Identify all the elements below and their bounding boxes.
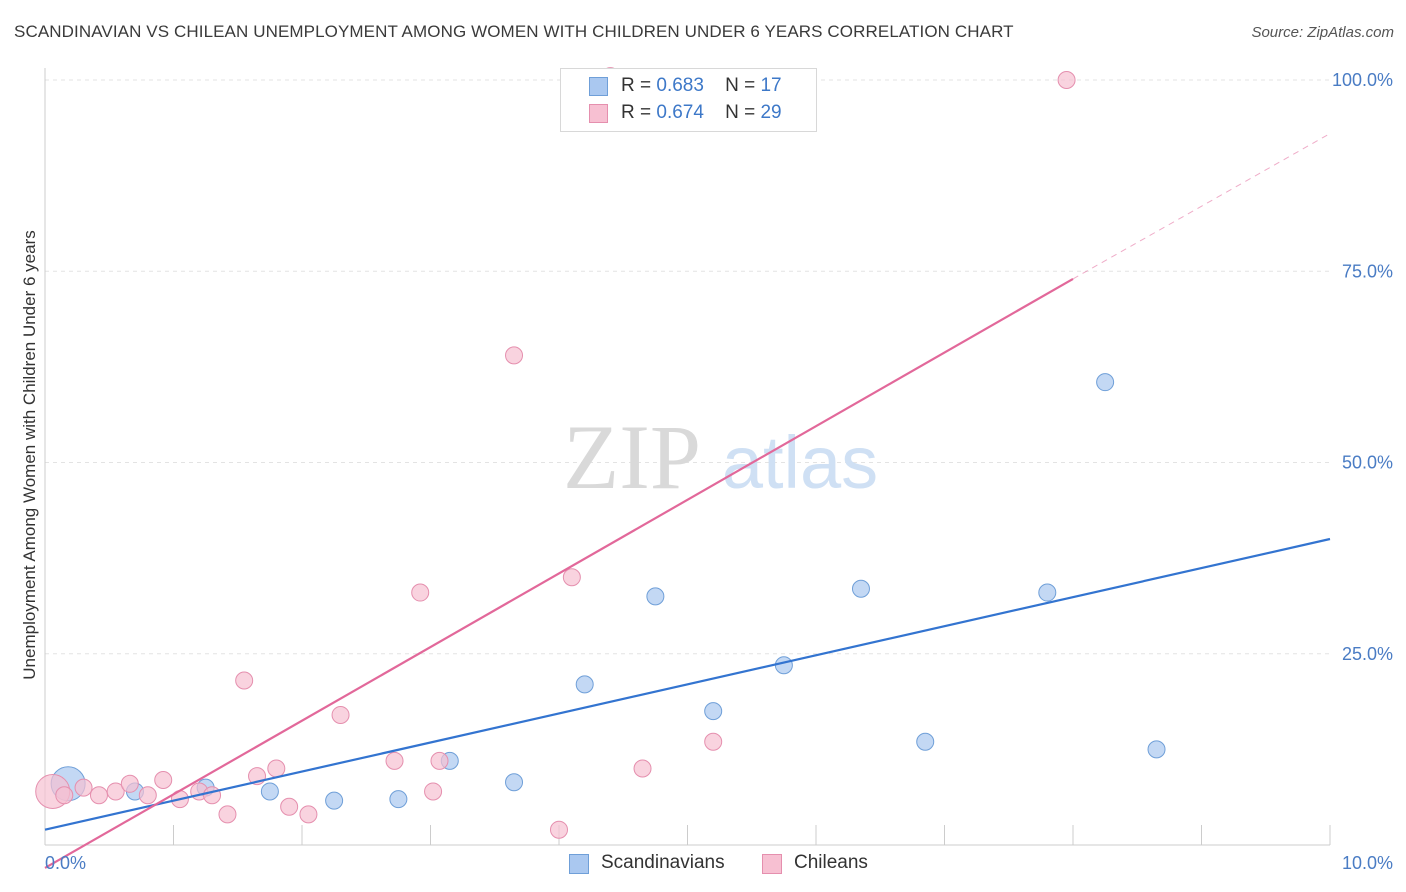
n-value: 17	[760, 75, 782, 96]
x-tick-label: 0.0%	[45, 853, 86, 873]
chileans-point	[505, 346, 524, 365]
chileans-trend-line	[44, 277, 1074, 869]
chart-title: SCANDINAVIAN VS CHILEAN UNEMPLOYMENT AMO…	[14, 22, 1014, 41]
chileans-point	[411, 583, 430, 602]
scandinavians-point	[1038, 583, 1057, 602]
n-value: 29	[760, 102, 782, 123]
y-tick-label: 25.0%	[1342, 644, 1393, 664]
r-label: R =	[621, 75, 652, 96]
chileans-point	[633, 759, 652, 778]
n-label: N =	[725, 102, 756, 123]
scandinavians-point	[325, 791, 344, 810]
scandinavians-point	[1096, 373, 1115, 392]
chileans-point	[299, 805, 318, 824]
data-points	[35, 67, 1166, 839]
scandinavians-swatch-icon	[589, 77, 608, 96]
legend-label: Chileans	[794, 852, 868, 873]
r-label: R =	[621, 102, 652, 123]
chileans-swatch-icon	[589, 104, 608, 123]
chileans-point	[106, 782, 125, 801]
scandinavians-point	[774, 656, 793, 675]
chileans-point	[562, 568, 581, 587]
scandinavians-point	[1147, 740, 1166, 759]
chileans-point	[280, 797, 299, 816]
r-value: 0.683	[656, 75, 704, 96]
series-legend: Scandinavians Chileans	[0, 852, 1406, 878]
scandinavians-trend-line	[44, 537, 1331, 831]
legend-label: Scandinavians	[601, 852, 725, 873]
correlation-legend: R = 0.683 N = 17 R = 0.674 N = 29	[560, 68, 817, 132]
chileans-trend-extension	[1072, 133, 1331, 280]
scandinavians-swatch-icon	[569, 854, 589, 874]
chileans-point	[331, 705, 350, 724]
chileans-point	[1057, 71, 1076, 89]
scandinavians-point	[646, 587, 665, 606]
trend-lines	[44, 133, 1331, 869]
chileans-swatch-icon	[762, 854, 782, 874]
x-tick-label: 10.0%	[1342, 853, 1393, 873]
chart-source: Source: ZipAtlas.com	[1251, 24, 1394, 41]
scandinavians-point	[389, 790, 408, 809]
y-tick-label: 100.0%	[1332, 70, 1393, 90]
chileans-point	[430, 751, 449, 770]
chileans-point	[138, 786, 157, 805]
y-tick-label: 75.0%	[1342, 261, 1393, 281]
scandinavians-point	[260, 782, 279, 801]
chileans-point	[74, 778, 93, 797]
chileans-point	[55, 786, 74, 805]
chileans-point	[704, 732, 723, 751]
chileans-point	[120, 774, 139, 793]
chileans-point	[550, 820, 568, 839]
chileans-point	[89, 786, 108, 805]
y-axis-label: Unemployment Among Women with Children U…	[20, 230, 39, 679]
y-tick-label: 50.0%	[1342, 453, 1393, 473]
chileans-point	[218, 805, 237, 824]
scandinavians-point	[851, 579, 870, 598]
chileans-point	[267, 759, 286, 778]
chileans-point	[424, 782, 443, 801]
axes	[44, 68, 1331, 846]
chileans-point	[385, 751, 404, 770]
scandinavians-point	[505, 773, 524, 792]
chileans-point	[154, 770, 173, 789]
scandinavians-point	[704, 702, 723, 721]
gridlines	[45, 79, 1330, 655]
watermark-zip: ZIP	[563, 406, 701, 508]
chileans-point	[235, 671, 254, 690]
scandinavians-point	[916, 732, 935, 751]
watermark-atlas: atlas	[722, 421, 878, 504]
scandinavians-point	[575, 675, 594, 694]
watermark: ZIP atlas	[563, 406, 878, 508]
tick-labels: 25.0% 50.0% 75.0% 100.0% 0.0% 10.0%	[45, 70, 1393, 873]
r-value: 0.674	[656, 102, 704, 123]
chileans-point	[203, 786, 222, 805]
n-label: N =	[725, 75, 756, 96]
